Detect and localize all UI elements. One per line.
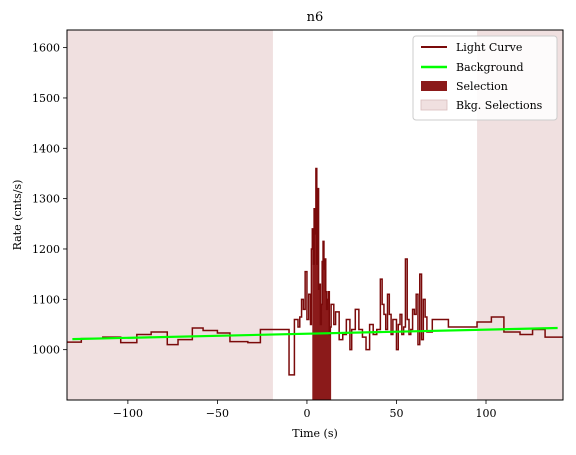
- y-tick-label: 1100: [32, 293, 60, 306]
- x-tick-label: 0: [303, 407, 310, 420]
- x-axis-label: Time (s): [292, 427, 338, 440]
- y-tick-label: 1200: [32, 243, 60, 256]
- y-tick-label: 1300: [32, 193, 60, 206]
- background-fit-line: [72, 326, 558, 341]
- legend-label-bkg-selections: Bkg. Selections: [456, 99, 543, 112]
- legend: Light Curve Background Selection Bkg. Se…: [412, 35, 558, 121]
- x-tick-label: 50: [389, 407, 403, 420]
- legend-swatch-bkg-selections: [420, 99, 448, 111]
- legend-box: [412, 35, 558, 121]
- light-curve-line: [67, 167, 563, 376]
- x-tick-label: 100: [476, 407, 497, 420]
- y-tick-label: 1000: [32, 344, 60, 357]
- selection-area: [312, 168, 332, 400]
- y-tick-label: 1600: [32, 42, 60, 55]
- legend-swatch-selection: [421, 81, 447, 91]
- y-tick-label: 1500: [32, 92, 60, 105]
- legend-label-selection: Selection: [456, 80, 508, 93]
- legend-label-light-curve: Light Curve: [456, 41, 522, 54]
- background-fit-layer: [72, 326, 558, 341]
- legend-label-background: Background: [456, 61, 524, 74]
- light-curve-layer: [67, 167, 563, 376]
- x-tick-label: −50: [206, 407, 229, 420]
- y-axis-label: Rate (cnts/s): [11, 180, 24, 251]
- y-axis-ticks: 1000 1100 1200 1300 1400 1500 1600: [32, 42, 67, 357]
- chart-title: n6: [307, 10, 324, 25]
- y-tick-label: 1400: [32, 142, 60, 155]
- x-axis-ticks: −100 −50 0 50 100: [113, 400, 497, 420]
- selection-layer: [312, 168, 332, 400]
- x-tick-label: −100: [113, 407, 143, 420]
- plot-frame: [66, 29, 564, 401]
